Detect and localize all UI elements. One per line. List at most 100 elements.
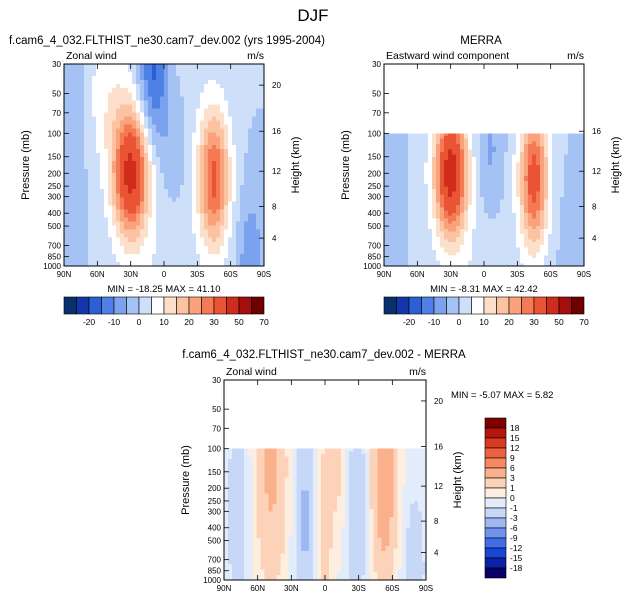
field-cell: [160, 193, 165, 198]
field-cell: [408, 189, 413, 193]
field-cell: [492, 151, 497, 156]
field-cell: [104, 213, 109, 219]
field-cell: [88, 72, 93, 77]
field-cell: [572, 146, 577, 150]
field-cell: [172, 140, 177, 146]
field-cell: [492, 167, 497, 172]
field-cell: [116, 213, 121, 219]
colorbar-swatch: [238, 296, 252, 315]
field-cell: [428, 157, 433, 161]
field-cell: [428, 210, 433, 214]
field-cell: [148, 124, 153, 130]
field-cell: [572, 178, 577, 182]
field-cell: [452, 226, 457, 230]
field-cell: [212, 140, 217, 146]
field-cell: [152, 245, 157, 251]
field-cell: [512, 234, 517, 238]
field-cell: [384, 189, 389, 193]
field-cell: [232, 92, 237, 97]
field-cell: [80, 237, 85, 243]
field-cell: [448, 234, 453, 238]
field-cell: [160, 209, 165, 215]
field-cell: [188, 144, 193, 150]
field-cell: [540, 191, 545, 195]
field-cell: [88, 160, 93, 166]
field-cell: [204, 132, 209, 138]
field-cell: [484, 226, 489, 230]
field-cell: [420, 165, 425, 169]
field-cell: [220, 88, 225, 93]
field-cell: [156, 217, 161, 223]
field-cell: [456, 199, 461, 203]
field-cell: [256, 88, 261, 93]
field-cell: [576, 183, 581, 188]
field-cell: [572, 204, 577, 209]
field-cell: [480, 252, 485, 256]
field-cell: [432, 255, 437, 259]
field-cell: [536, 181, 541, 185]
field-cell: [104, 156, 109, 162]
field-cell: [508, 247, 513, 251]
field-cell: [172, 112, 177, 118]
field-cell: [188, 201, 193, 206]
field-cell: [416, 242, 421, 246]
field-cell: [396, 218, 401, 222]
field-cell: [472, 220, 477, 225]
field-cell: [180, 201, 185, 206]
field-cell: [148, 185, 153, 190]
field-cell: [204, 209, 209, 215]
field-cell: [448, 244, 453, 249]
field-cell: [564, 154, 569, 158]
field-cell: [260, 88, 265, 93]
field-cell: [64, 76, 69, 81]
field-cell: [436, 226, 441, 230]
field-cell: [556, 157, 561, 161]
field-cell: [132, 100, 137, 105]
field-cell: [176, 124, 181, 130]
field-cell: [496, 252, 501, 256]
field-cell: [532, 226, 537, 230]
field-cell: [460, 212, 465, 217]
field-cell: [124, 181, 129, 186]
field-cell: [176, 64, 181, 69]
field-cell: [136, 229, 141, 235]
field-cell: [228, 181, 233, 186]
field-cell: [144, 108, 149, 114]
field-cell: [212, 261, 217, 267]
field-cell: [248, 148, 253, 154]
field-cell: [100, 165, 105, 170]
field-cell: [456, 173, 461, 177]
field-cell: [444, 247, 449, 251]
field-cell: [144, 209, 149, 215]
field-cell: [508, 173, 513, 177]
field-cell: [76, 88, 81, 93]
field-cell: [196, 249, 201, 255]
field-cell: [432, 252, 437, 256]
field-cell: [188, 257, 193, 263]
field-cell: [492, 212, 497, 217]
field-cell: [548, 247, 553, 251]
field-cell: [100, 100, 105, 105]
field-cell: [260, 96, 265, 101]
field-cell: [388, 226, 393, 230]
field-cell: [396, 236, 401, 241]
field-cell: [448, 133, 453, 137]
field-cell: [476, 167, 481, 172]
field-cell: [128, 193, 133, 198]
field-cell: [468, 136, 473, 140]
field-cell: [244, 120, 249, 126]
field-cell: [580, 199, 585, 203]
field-cell: [440, 136, 445, 140]
field-cell: [192, 92, 197, 97]
field-cell: [100, 177, 105, 182]
field-cell: [516, 189, 521, 193]
field-cell: [236, 185, 241, 190]
field-cell: [544, 141, 549, 145]
field-cell: [68, 92, 73, 97]
field-cell: [460, 242, 465, 246]
field-cell: [64, 205, 69, 211]
field-cell: [428, 252, 433, 256]
field-cell: [116, 72, 121, 77]
field-cell: [164, 136, 169, 142]
field-cell: [132, 213, 137, 219]
